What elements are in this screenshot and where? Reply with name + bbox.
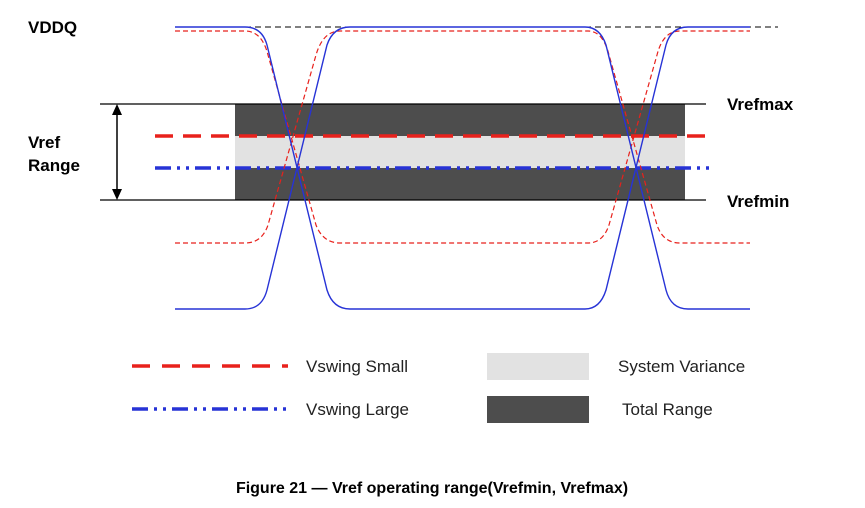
legend: Vswing Small Vswing Large System Varianc…	[132, 353, 745, 423]
vddq-label: VDDQ	[28, 18, 77, 37]
legend-swatch-system-variance	[487, 353, 589, 380]
legend-label-vswing-small: Vswing Small	[306, 357, 408, 376]
system-variance-band	[235, 136, 685, 168]
vswing-large-waveform	[175, 26, 750, 310]
vref-range-arrow	[112, 104, 122, 200]
figure-caption: Figure 21 — Vref operating range(Vrefmin…	[236, 480, 628, 497]
vref-range-label-line1: Vref	[28, 133, 60, 152]
vrefmin-label: Vrefmin	[727, 192, 789, 211]
legend-label-system-variance: System Variance	[618, 357, 745, 376]
legend-label-vswing-large: Vswing Large	[306, 400, 409, 419]
legend-swatch-total-range	[487, 396, 589, 423]
legend-label-total-range: Total Range	[622, 400, 713, 419]
vref-range-label-line2: Range	[28, 156, 80, 175]
vswing-small-waveform	[175, 30, 750, 244]
vrefmax-label: Vrefmax	[727, 95, 794, 114]
